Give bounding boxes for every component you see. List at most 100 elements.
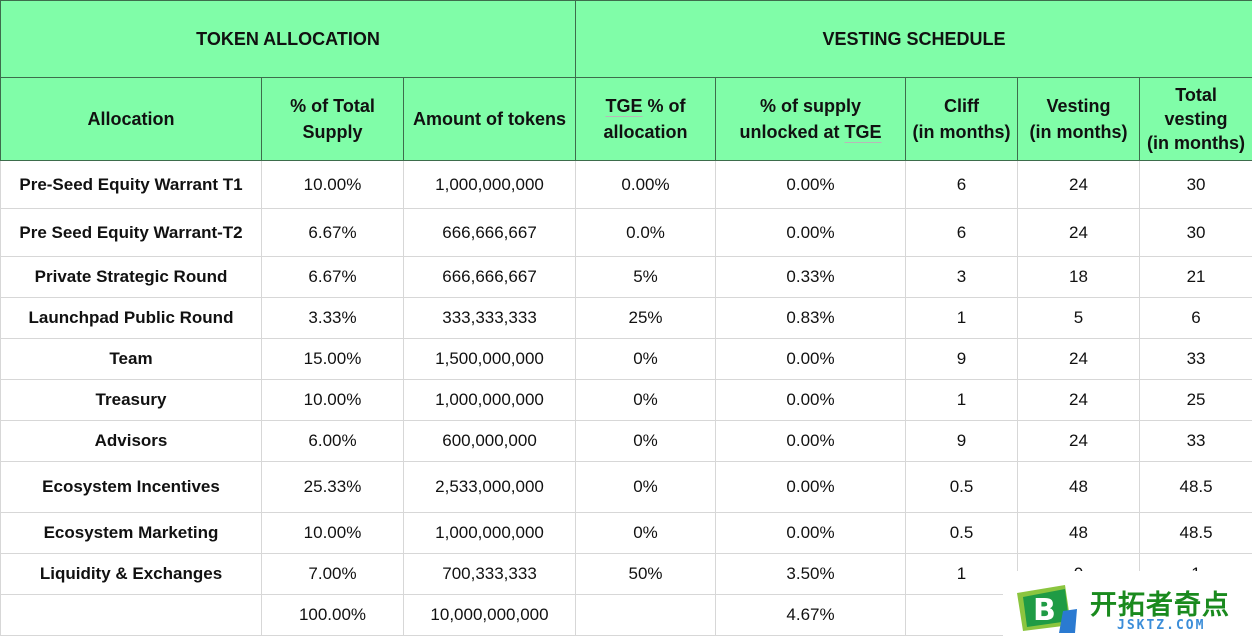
cell-cliff: 1 xyxy=(905,297,1019,339)
cell-pct: 25.33% xyxy=(261,461,404,513)
cell-tge: 0.0% xyxy=(575,208,717,257)
cell-allocation: Private Strategic Round xyxy=(0,256,262,298)
cell-total: 21 xyxy=(1139,256,1252,298)
watermark-url: JSKTZ.COM xyxy=(1117,618,1206,633)
cell-total: 30 xyxy=(1139,208,1252,257)
cell-vesting: 24 xyxy=(1017,160,1141,209)
col-header-supply-unlocked: % of supply unlocked at TGE xyxy=(715,77,907,161)
cell-unlocked: 0.00% xyxy=(715,208,907,257)
cell-amount: 2,533,000,000 xyxy=(402,461,577,513)
watermark: B 开拓者奇点 JSKTZ.COM xyxy=(1003,571,1252,639)
cell-cliff: 1 xyxy=(905,379,1019,421)
cell-allocation: Liquidity & Exchanges xyxy=(0,553,262,595)
table-row: Launchpad Public Round 3.33% 333,333,333 25… xyxy=(0,297,1252,339)
cell-unlocked: 0.00% xyxy=(715,379,907,421)
total-tge xyxy=(575,594,717,636)
cell-cliff: 0.5 xyxy=(905,512,1019,554)
column-header-row: Allocation % of Total Supply Amount of to… xyxy=(0,77,1252,161)
col-header-cliff: Cliff (in months) xyxy=(905,77,1019,161)
col-header-amount: Amount of tokens xyxy=(402,77,577,161)
cell-unlocked: 0.33% xyxy=(715,256,907,298)
cell-tge: 0% xyxy=(575,420,717,462)
cell-amount: 1,000,000,000 xyxy=(402,379,577,421)
cell-pct: 10.00% xyxy=(261,512,404,554)
watermark-title: 开拓者奇点 xyxy=(1090,590,1230,621)
cell-allocation: Pre Seed Equity Warrant-T2 xyxy=(0,208,262,257)
total-amount: 10,000,000,000 xyxy=(402,594,577,636)
table-row: Ecosystem Incentives 25.33% 2,533,000,000 0… xyxy=(0,461,1252,513)
cell-tge: 25% xyxy=(575,297,717,339)
vesting-schedule-heading: VESTING SCHEDULE xyxy=(575,0,1252,78)
cell-tge: 0% xyxy=(575,512,717,554)
cell-amount: 333,333,333 xyxy=(402,297,577,339)
token-allocation-heading: TOKEN ALLOCATION xyxy=(0,0,577,78)
table-row: Ecosystem Marketing 10.00% 1,000,000,000 0%… xyxy=(0,512,1252,554)
col-header-vesting: Vesting (in months) xyxy=(1017,77,1141,161)
cell-amount: 1,000,000,000 xyxy=(402,160,577,209)
cell-total: 30 xyxy=(1139,160,1252,209)
cell-pct: 6.67% xyxy=(261,208,404,257)
cell-amount: 1,000,000,000 xyxy=(402,512,577,554)
cell-tge: 5% xyxy=(575,256,717,298)
cell-pct: 3.33% xyxy=(261,297,404,339)
cell-allocation: Advisors xyxy=(0,420,262,462)
cell-unlocked: 0.00% xyxy=(715,461,907,513)
cell-vesting: 24 xyxy=(1017,420,1141,462)
cell-tge: 0.00% xyxy=(575,160,717,209)
cell-allocation: Treasury xyxy=(0,379,262,421)
cell-allocation: Ecosystem Marketing xyxy=(0,512,262,554)
site-logo-icon: B xyxy=(1017,585,1077,633)
cell-amount: 700,333,333 xyxy=(402,553,577,595)
cell-total: 25 xyxy=(1139,379,1252,421)
table-row: Pre-Seed Equity Warrant T1 10.00% 1,000,00… xyxy=(0,160,1252,209)
cell-cliff: 0.5 xyxy=(905,461,1019,513)
cell-cliff: 9 xyxy=(905,338,1019,380)
col-header-total-vesting: Total vesting (in months) xyxy=(1139,77,1252,161)
cell-vesting: 48 xyxy=(1017,512,1141,554)
cell-allocation: Pre-Seed Equity Warrant T1 xyxy=(0,160,262,209)
table-row: Advisors 6.00% 600,000,000 0% 0.00% 9 24 33 xyxy=(0,420,1252,462)
cell-pct: 6.67% xyxy=(261,256,404,298)
group-header-row: TOKEN ALLOCATION VESTING SCHEDULE xyxy=(0,0,1252,78)
cell-vesting: 5 xyxy=(1017,297,1141,339)
cell-amount: 1,500,000,000 xyxy=(402,338,577,380)
cell-amount: 600,000,000 xyxy=(402,420,577,462)
cell-pct: 7.00% xyxy=(261,553,404,595)
cell-pct: 10.00% xyxy=(261,379,404,421)
total-allocation xyxy=(0,594,262,636)
cell-vesting: 24 xyxy=(1017,208,1141,257)
col-header-tge-pct: TGE % of allocation xyxy=(575,77,717,161)
cell-allocation: Team xyxy=(0,338,262,380)
cell-vesting: 24 xyxy=(1017,338,1141,380)
cell-unlocked: 0.83% xyxy=(715,297,907,339)
table-row: Private Strategic Round 6.67% 666,666,667 5… xyxy=(0,256,1252,298)
cell-unlocked: 0.00% xyxy=(715,160,907,209)
table-row: Treasury 10.00% 1,000,000,000 0% 0.00% 1 24 25 xyxy=(0,379,1252,421)
col-header-allocation: Allocation xyxy=(0,77,262,161)
cell-amount: 666,666,667 xyxy=(402,256,577,298)
total-unlocked: 4.67% xyxy=(715,594,907,636)
cell-allocation: Ecosystem Incentives xyxy=(0,461,262,513)
cell-unlocked: 0.00% xyxy=(715,338,907,380)
cell-unlocked: 0.00% xyxy=(715,512,907,554)
cell-unlocked: 3.50% xyxy=(715,553,907,595)
cell-total: 33 xyxy=(1139,338,1252,380)
cell-tge: 0% xyxy=(575,379,717,421)
table-body: Pre-Seed Equity Warrant T1 10.00% 1,000,00… xyxy=(0,160,1252,636)
cell-cliff: 1 xyxy=(905,553,1019,595)
cell-total: 6 xyxy=(1139,297,1252,339)
total-pct: 100.00% xyxy=(261,594,404,636)
table-row: Pre Seed Equity Warrant-T2 6.67% 666,666,6… xyxy=(0,208,1252,257)
cell-cliff: 3 xyxy=(905,256,1019,298)
table-row: Team 15.00% 1,500,000,000 0% 0.00% 9 24 33 xyxy=(0,338,1252,380)
cell-total: 48.5 xyxy=(1139,512,1252,554)
cell-pct: 6.00% xyxy=(261,420,404,462)
total-cliff xyxy=(905,594,1019,636)
cell-total: 48.5 xyxy=(1139,461,1252,513)
cell-tge: 0% xyxy=(575,461,717,513)
cell-vesting: 48 xyxy=(1017,461,1141,513)
cell-pct: 10.00% xyxy=(261,160,404,209)
cell-tge: 50% xyxy=(575,553,717,595)
cell-cliff: 6 xyxy=(905,160,1019,209)
